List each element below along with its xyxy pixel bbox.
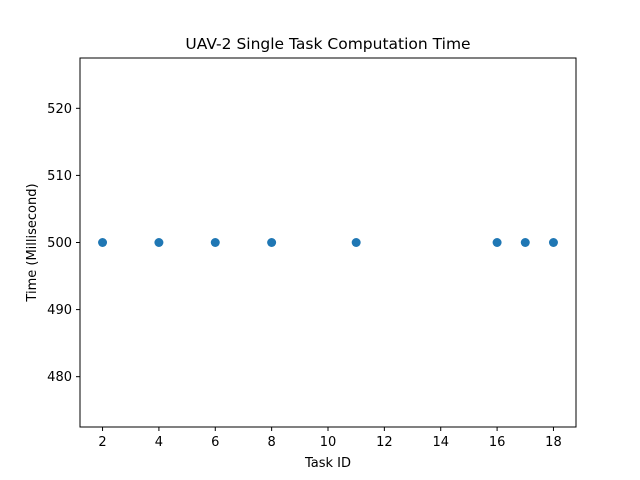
x-tick-label: 16 [489, 435, 506, 450]
data-point [492, 238, 502, 247]
y-axis: 480 490 500 510 520 [47, 102, 80, 385]
x-tick-label: 14 [432, 435, 449, 450]
plot-area [79, 57, 577, 428]
x-axis: 2 4 6 8 10 12 14 16 18 [98, 427, 562, 450]
y-tick-label: 510 [47, 169, 72, 184]
x-tick-label: 6 [211, 435, 219, 450]
plot-frame [79, 57, 577, 428]
data-points [98, 238, 558, 247]
x-tick-label: 10 [320, 435, 337, 450]
y-tick-label: 480 [47, 370, 72, 385]
x-tick-label: 8 [267, 435, 275, 450]
y-tick-label: 500 [47, 236, 72, 251]
x-tick-label: 18 [545, 435, 562, 450]
y-tick-label: 490 [47, 303, 72, 318]
chart-title: UAV-2 Single Task Computation Time [185, 35, 470, 53]
x-tick-label: 12 [376, 435, 393, 450]
data-point [267, 238, 277, 247]
x-tick-label: 2 [98, 435, 106, 450]
x-axis-label: Task ID [304, 456, 351, 471]
data-point [210, 238, 220, 247]
data-point [154, 238, 164, 247]
data-point [351, 238, 361, 247]
y-axis-label: Time (Millisecond) [25, 183, 40, 302]
data-point [98, 238, 108, 247]
y-tick-label: 520 [47, 102, 72, 117]
x-tick-label: 4 [155, 435, 163, 450]
data-point [548, 238, 558, 247]
data-point [520, 238, 530, 247]
